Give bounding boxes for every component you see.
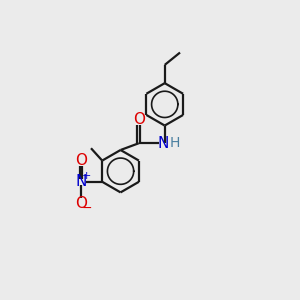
Text: −: −	[82, 202, 92, 215]
Text: H: H	[169, 136, 180, 150]
Text: N: N	[75, 174, 87, 189]
Text: +: +	[82, 172, 91, 182]
Text: O: O	[75, 153, 87, 168]
Text: N: N	[158, 136, 169, 151]
Text: O: O	[75, 196, 87, 211]
Text: O: O	[133, 112, 145, 127]
